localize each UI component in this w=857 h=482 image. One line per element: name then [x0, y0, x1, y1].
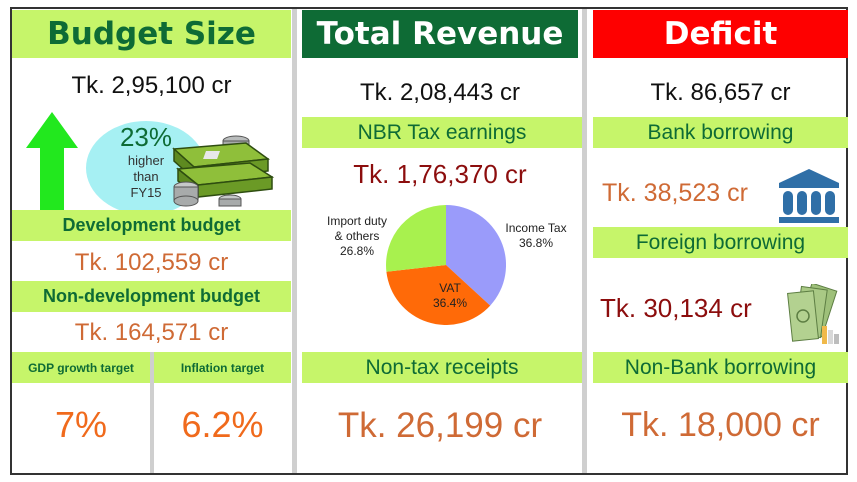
nbr-tax-label: NBR Tax earnings	[357, 120, 527, 144]
gdp-target-label-band: GDP growth target	[12, 352, 150, 383]
bank-borrowing-label: Bank borrowing	[647, 120, 794, 144]
pie-slice-vat	[386, 265, 491, 325]
bank-icon	[779, 169, 839, 223]
bank-borrowing-label-band: Bank borrowing	[593, 117, 848, 148]
non-tax-receipts-label: Non-tax receipts	[365, 355, 519, 379]
development-budget-label: Development budget	[62, 215, 241, 235]
growth-line-3: FY15	[130, 185, 162, 200]
foreign-borrowing-label: Foreign borrowing	[635, 230, 806, 254]
non-bank-borrowing-value: Tk. 18,000 cr	[621, 406, 820, 444]
deficit-title: Deficit	[663, 16, 778, 52]
inflation-target-value: 6.2%	[181, 404, 264, 445]
pie-slice-income-tax	[446, 205, 506, 306]
infographic-frame: Budget Size Tk. 2,95,100 cr 23% higher t…	[10, 7, 848, 475]
growth-percent: 23%	[119, 122, 173, 152]
development-budget-label-band: Development budget	[12, 210, 291, 241]
up-arrow-icon	[26, 112, 78, 214]
gdp-inflation-divider	[150, 352, 154, 473]
money-stack-icon	[172, 135, 275, 207]
inflation-target-label: Inflation target	[180, 360, 265, 375]
non-bank-borrowing-label: Non-Bank borrowing	[624, 355, 817, 379]
budget-size-header: Budget Size	[12, 10, 291, 58]
gdp-target-label: GDP growth target	[28, 360, 134, 375]
pie-slice-import-duty	[386, 205, 446, 272]
non-development-budget-value: Tk. 164,571 cr	[74, 319, 229, 346]
pie-label-vat: VAT 36.4%	[432, 281, 468, 310]
deficit-header: Deficit	[593, 10, 848, 58]
gdp-target-value: 7%	[54, 404, 108, 445]
banknotes-icon	[787, 284, 839, 344]
total-revenue-title: Total Revenue	[316, 16, 564, 52]
inflation-target-label-band: Inflation target	[154, 352, 291, 383]
total-revenue-header: Total Revenue	[302, 10, 578, 58]
growth-line-2: than	[133, 169, 159, 184]
column-divider-2	[582, 9, 587, 473]
pie-label-income-tax: Income Tax 36.8%	[505, 221, 567, 250]
foreign-borrowing-label-band: Foreign borrowing	[593, 227, 848, 258]
foreign-borrowing-value: Tk. 30,134 cr	[600, 293, 752, 323]
development-budget-value: Tk. 102,559 cr	[74, 249, 229, 276]
non-bank-borrowing-label-band: Non-Bank borrowing	[593, 352, 848, 383]
growth-line-1: higher	[127, 153, 165, 168]
pie-label-import-duty: Import duty & others 26.8%	[326, 214, 388, 258]
bank-borrowing-value: Tk. 38,523 cr	[602, 179, 748, 207]
nbr-tax-label-band: NBR Tax earnings	[302, 117, 582, 148]
nbr-tax-value: Tk. 1,76,370 cr	[353, 159, 527, 189]
non-tax-receipts-value: Tk. 26,199 cr	[337, 406, 543, 445]
deficit-total: Tk. 86,657 cr	[650, 79, 791, 106]
budget-size-title: Budget Size	[47, 16, 256, 52]
column-divider-1	[292, 9, 297, 473]
non-development-budget-label: Non-development budget	[43, 286, 260, 306]
nbr-tax-pie-chart	[386, 205, 506, 325]
total-revenue-total: Tk. 2,08,443 cr	[359, 79, 521, 106]
non-tax-receipts-label-band: Non-tax receipts	[302, 352, 582, 383]
budget-size-total: Tk. 2,95,100 cr	[71, 72, 232, 99]
non-development-budget-label-band: Non-development budget	[12, 281, 291, 312]
